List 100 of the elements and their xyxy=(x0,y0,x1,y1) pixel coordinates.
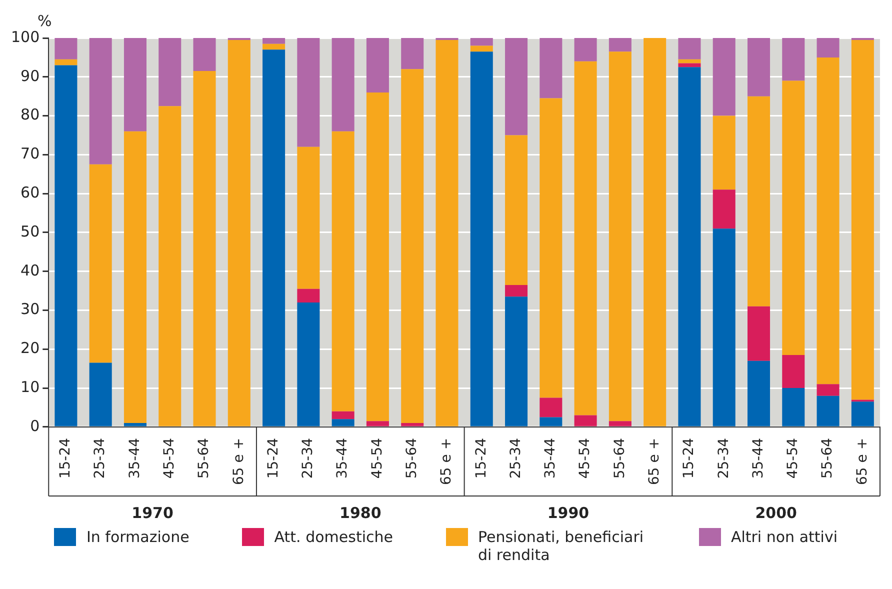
bar xyxy=(470,38,493,46)
bar xyxy=(436,40,458,426)
x-tick-label: 45-54 xyxy=(162,438,178,479)
bar xyxy=(574,415,597,426)
x-tick-label: 25-34 xyxy=(300,438,316,479)
bar xyxy=(297,302,320,426)
x-tick-label: 45-54 xyxy=(369,438,386,479)
bar xyxy=(89,164,112,363)
bar xyxy=(851,402,874,426)
bar xyxy=(505,38,528,136)
x-tick-label: 15-24 xyxy=(265,438,282,479)
bar xyxy=(540,98,562,398)
x-tick-label: 55-64 xyxy=(820,438,836,479)
x-tick-label: 55-64 xyxy=(196,438,212,479)
bar xyxy=(332,131,354,412)
bar xyxy=(574,38,597,62)
x-tick-label: 65 e + xyxy=(646,438,662,486)
bar xyxy=(608,38,632,52)
y-tick-label: 70 xyxy=(20,144,40,163)
text: 2000 xyxy=(755,504,797,522)
bar xyxy=(608,421,632,426)
bar xyxy=(124,38,146,132)
y-tick-label: 80 xyxy=(20,106,40,124)
bar xyxy=(297,146,320,289)
bar xyxy=(54,59,78,66)
x-tick-label: 65 e + xyxy=(854,438,870,486)
bar xyxy=(816,384,840,396)
text: 1980 xyxy=(340,504,382,522)
y-tick-label: 90 xyxy=(20,66,40,85)
bar xyxy=(401,423,424,426)
bar xyxy=(782,80,805,355)
bar xyxy=(401,38,424,70)
bar xyxy=(332,419,354,426)
y-tick-label: 20 xyxy=(20,339,40,358)
y-tick-label: 40 xyxy=(20,261,40,280)
x-tick-label: 65 e + xyxy=(438,438,455,486)
bar xyxy=(505,135,528,285)
bar xyxy=(505,284,528,297)
bar xyxy=(470,46,493,52)
bar xyxy=(678,63,701,68)
x-tick-label: 35-44 xyxy=(334,438,351,479)
bar xyxy=(401,69,424,424)
bar xyxy=(816,396,840,426)
x-tick-label: 55-64 xyxy=(612,438,628,479)
bar xyxy=(540,38,562,98)
bar xyxy=(89,38,112,164)
x-tick-label: 65 e + xyxy=(230,438,247,486)
x-tick-label: 45-54 xyxy=(785,438,802,479)
bar xyxy=(262,50,286,426)
bar xyxy=(124,131,146,424)
bar xyxy=(158,106,182,426)
bar xyxy=(816,38,840,58)
y-tick-label: 50 xyxy=(20,222,40,240)
y-tick-label: 60 xyxy=(20,183,40,202)
bar xyxy=(228,40,250,426)
legend-label: Att. domestiche xyxy=(274,528,393,546)
bar xyxy=(297,38,320,147)
bar xyxy=(297,288,320,302)
x-tick-label: 35-44 xyxy=(750,438,766,479)
x-tick-label: 15-24 xyxy=(58,438,74,479)
x-tick-label: 15-24 xyxy=(681,438,698,479)
legend-label: Altri non attivi xyxy=(730,528,838,546)
x-tick-label: 25-34 xyxy=(716,438,732,479)
bar xyxy=(332,411,354,420)
bar xyxy=(712,190,736,229)
y-tick-label: 100 xyxy=(10,28,40,46)
text: 1970 xyxy=(132,504,174,522)
bar xyxy=(816,57,840,384)
text: 1990 xyxy=(547,504,590,522)
bar xyxy=(712,228,736,426)
x-tick-label: 45-54 xyxy=(577,438,594,479)
bar xyxy=(748,306,770,361)
bar xyxy=(366,92,389,422)
x-tick-label: 25-34 xyxy=(92,438,108,479)
bar xyxy=(574,61,597,416)
bar xyxy=(748,360,770,426)
bar xyxy=(782,354,805,388)
bar xyxy=(470,52,493,426)
bar xyxy=(332,38,354,132)
bar xyxy=(366,38,389,92)
legend-label: Pensionati, beneficiari di rendita xyxy=(478,528,645,564)
bar xyxy=(262,44,286,50)
bar xyxy=(678,38,701,60)
legend-label: In formazione xyxy=(86,528,190,546)
bar xyxy=(158,38,182,106)
bar xyxy=(366,421,389,426)
x-tick-label: 35-44 xyxy=(542,438,559,479)
bar xyxy=(608,52,632,422)
bar xyxy=(782,38,805,81)
y-axis-title: % xyxy=(38,12,52,30)
y-tick-label: 30 xyxy=(20,300,40,318)
x-tick-label: 55-64 xyxy=(404,438,420,479)
bar xyxy=(540,398,562,418)
bar xyxy=(193,71,216,426)
bar xyxy=(54,65,78,426)
bar xyxy=(748,38,770,96)
bar xyxy=(644,38,666,426)
y-tick-label: 0 xyxy=(30,416,40,435)
bar xyxy=(782,388,805,426)
bar xyxy=(54,38,78,60)
